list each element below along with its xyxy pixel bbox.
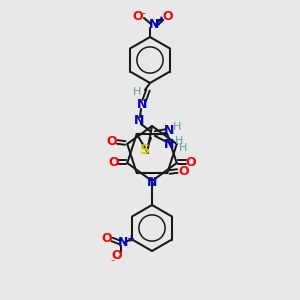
Text: O: O	[112, 249, 122, 262]
Text: O: O	[108, 155, 119, 169]
Text: H: H	[133, 87, 141, 97]
Text: H: H	[173, 122, 181, 132]
Text: N: N	[164, 139, 174, 152]
Text: N: N	[164, 124, 174, 137]
Text: H: H	[175, 136, 183, 146]
Text: N: N	[134, 115, 144, 128]
Text: N: N	[147, 176, 157, 188]
Text: N: N	[149, 17, 159, 31]
Text: O: O	[106, 136, 117, 148]
Text: O: O	[102, 232, 112, 245]
Text: O: O	[163, 11, 173, 23]
Text: N: N	[137, 98, 147, 112]
Text: S: S	[140, 143, 150, 157]
Text: O: O	[178, 164, 189, 178]
Text: -: -	[110, 256, 114, 266]
Text: -: -	[141, 8, 145, 18]
Text: +: +	[156, 15, 164, 25]
Text: O: O	[133, 11, 143, 23]
Text: +: +	[126, 233, 134, 244]
Text: N: N	[118, 236, 128, 249]
Text: H: H	[179, 143, 187, 153]
Text: O: O	[185, 155, 196, 169]
